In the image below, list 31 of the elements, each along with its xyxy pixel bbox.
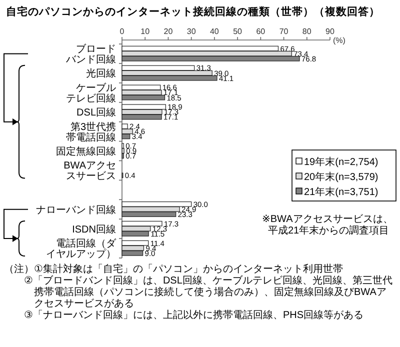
- x-tick-label: 50: [233, 27, 243, 36]
- legend-item: 21年末(n=3,751): [296, 187, 378, 198]
- y-tick-label: ブロードバンド回線: [65, 42, 116, 66]
- legend-label: 20年末(n=3,579): [304, 171, 378, 183]
- x-tick-label: 80: [302, 27, 312, 36]
- x-tick-label: 20: [164, 27, 174, 36]
- x-tick-label: 40: [210, 27, 220, 36]
- y-tick-label: 固定無線回線: [56, 146, 116, 158]
- x-tick-label: 10: [140, 27, 150, 36]
- annotation: ※BWAアクセスサービスは、平成21年末からの調査項目: [262, 214, 393, 236]
- legend-label: 21年末(n=3,751): [304, 186, 378, 198]
- y-tick-label: 電話回線（ダイヤルアップ）: [46, 238, 117, 260]
- text: ③「ナローバンド回線」には、上記以外に携帯電話回線、PHS回線等がある: [24, 309, 364, 321]
- legend-item: 19年末(n=2,754): [296, 157, 378, 168]
- y-tick-label: ケーブルテレビ回線: [66, 82, 116, 104]
- text: （注）①集計対象は「自宅」の「パソコン」からのインターネット利用世帯: [4, 263, 343, 275]
- y-tick-label: 光回線: [86, 68, 116, 80]
- y-tick-label: BWAアクセスサービス: [64, 160, 116, 182]
- text: ②「ブロードバンド回線」は、DSL回線、ケーブルテレビ回線、光回線、第三世代携帯電話回線（パソコンに接続して使う場合のみ）、固定無線回線及びBWAアクセスサービスがある: [24, 274, 392, 310]
- chart-title: 自宅のパソコンからのインターネット接続回線の種類（世帯）（複数回答）: [6, 5, 380, 18]
- x-tick-label: 30: [186, 27, 196, 36]
- y-tick-label: 第3世代携帯電話回線: [66, 120, 116, 144]
- x-tick-label: 90: [326, 27, 335, 36]
- x-axis-title: (%): [333, 36, 346, 45]
- legend-item: 20年末(n=3,579): [296, 172, 378, 183]
- x-tick-label: 70: [279, 27, 289, 36]
- x-tick-label: 60: [256, 27, 266, 36]
- y-tick-label: DSL回線: [76, 108, 116, 119]
- y-tick-label: ISDN回線: [72, 224, 116, 236]
- x-tick-label: 0: [120, 27, 125, 36]
- y-tick-label: ナローバンド回線: [36, 204, 116, 216]
